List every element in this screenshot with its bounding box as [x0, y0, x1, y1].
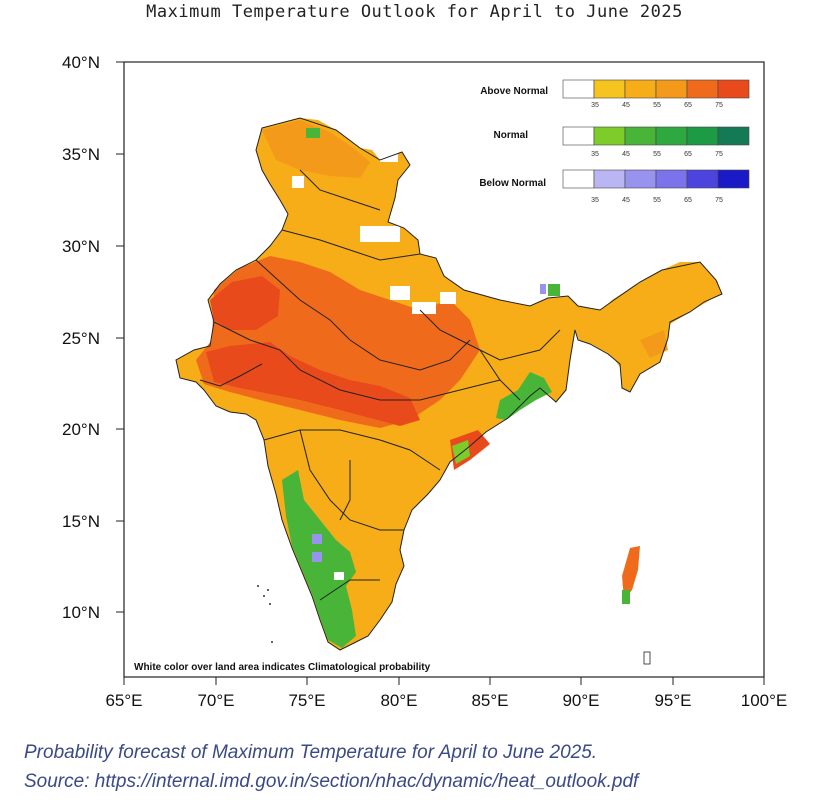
climatology-note: White color over land area indicates Cli… [134, 662, 431, 673]
legend-tick: 35 [591, 151, 599, 158]
legend-swatch [562, 126, 595, 146]
ap-green [452, 440, 470, 464]
x-tick-label: 90°E [562, 691, 599, 710]
green-cell [306, 128, 320, 138]
legend-swatch [717, 79, 750, 99]
legend-swatch [686, 169, 719, 189]
legend-swatch [717, 126, 750, 146]
y-tick-label: 25°N [62, 329, 100, 348]
white-cell-5 [380, 150, 398, 162]
green-cell-2 [548, 284, 560, 296]
landmass [175, 117, 723, 665]
white-cell-7 [334, 572, 344, 580]
legend-swatch [624, 79, 657, 99]
lakshadweep-islands [257, 585, 273, 643]
white-cell-3 [412, 302, 436, 314]
legend-tick: 45 [622, 151, 630, 158]
ne-orange [640, 330, 668, 358]
x-tick-label: 75°E [288, 691, 325, 710]
white-cell [360, 226, 400, 242]
legend-title-below: Below Normal [479, 178, 546, 189]
legend-tick: 55 [653, 151, 661, 158]
legend-swatch [593, 79, 626, 99]
legend-bar-above-normal [562, 79, 750, 99]
legend-swatch [686, 79, 719, 99]
below-normal-cell [312, 534, 322, 544]
y-tick-label: 40°N [62, 53, 100, 72]
andaman-island-2 [622, 590, 630, 604]
legend-swatch [593, 126, 626, 146]
x-tick-label: 80°E [380, 691, 417, 710]
caption-line-2: Source: https://internal.imd.gov.in/sect… [24, 771, 639, 792]
white-cell-6 [292, 176, 304, 188]
nicobar-island [643, 651, 651, 665]
legend-tick: 65 [684, 197, 692, 204]
x-axis: 65°E 70°E 75°E 80°E 85°E 90°E 95°E 100°E [105, 677, 787, 710]
legend-tick: 55 [653, 102, 661, 109]
caption-line-1: Probability forecast of Maximum Temperat… [24, 742, 598, 763]
legend-swatch [624, 169, 657, 189]
legend-tick: 75 [715, 197, 723, 204]
legend-tick: 35 [591, 102, 599, 109]
white-cell-4 [440, 292, 456, 304]
legend-title-normal: Normal [494, 130, 529, 141]
legend-tick: 45 [622, 197, 630, 204]
x-tick-label: 65°E [105, 691, 142, 710]
legend-swatch [562, 169, 595, 189]
y-tick-label: 15°N [62, 512, 100, 531]
map-title: Maximum Temperature Outlook for April to… [146, 2, 683, 22]
legend-swatch [655, 169, 688, 189]
legend-tick: 45 [622, 102, 630, 109]
legend-swatch [562, 79, 595, 99]
x-tick-label: 95°E [654, 691, 691, 710]
legend-bar-normal [562, 126, 750, 146]
legend-bar-below-normal [562, 169, 750, 189]
andaman-islands [622, 546, 640, 600]
legend-tick: 75 [715, 151, 723, 158]
legend: Above Normal 35 45 55 65 75 Normal 35 45… [479, 79, 750, 204]
below-normal-cell-2 [312, 552, 322, 562]
legend-title-above: Above Normal [480, 86, 548, 97]
below-normal-cell-3 [540, 284, 546, 294]
legend-tick: 65 [684, 102, 692, 109]
figure-caption: Probability forecast of Maximum Temperat… [24, 738, 638, 796]
white-cell-2 [390, 286, 410, 300]
x-tick-label: 70°E [197, 691, 234, 710]
legend-swatch [655, 126, 688, 146]
central-red [206, 342, 420, 426]
legend-swatch [593, 169, 626, 189]
himalaya-orange [262, 120, 370, 178]
legend-tick: 65 [684, 151, 692, 158]
y-tick-label: 10°N [62, 603, 100, 622]
y-axis: 40°N 35°N 30°N 25°N 20°N 15°N 10°N [62, 53, 124, 622]
east-coast-green [496, 372, 552, 420]
north-red [210, 276, 280, 330]
y-tick-label: 35°N [62, 145, 100, 164]
legend-swatch [686, 126, 719, 146]
legend-swatch [624, 126, 657, 146]
x-tick-label: 85°E [471, 691, 508, 710]
legend-tick: 75 [715, 102, 723, 109]
legend-tick: 35 [591, 197, 599, 204]
legend-swatch [717, 169, 750, 189]
state-boundaries [175, 117, 723, 651]
y-tick-label: 30°N [62, 237, 100, 256]
legend-swatch [655, 79, 688, 99]
y-tick-label: 20°N [62, 420, 100, 439]
northeast-region [582, 262, 718, 392]
x-tick-label: 100°E [741, 691, 788, 710]
legend-tick: 55 [653, 197, 661, 204]
